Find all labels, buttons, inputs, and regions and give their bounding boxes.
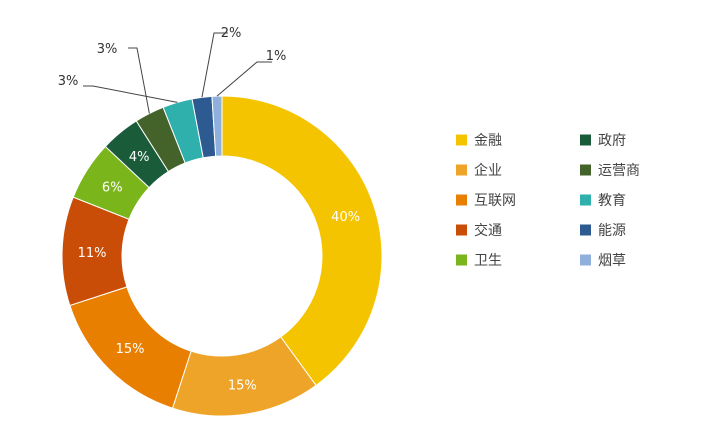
legend-label-互联网: 互联网 — [474, 193, 516, 209]
legend-swatch-交通 — [456, 224, 467, 236]
slice-金融 — [221, 95, 383, 387]
callout-label-能源: 2% — [221, 26, 242, 41]
leader-line-烟草 — [216, 61, 272, 97]
slice-label-卫生: 6% — [102, 180, 123, 195]
legend-swatch-企业 — [456, 164, 467, 176]
callout-label-运营商: 3% — [97, 42, 118, 57]
legend-label-运营商: 运营商 — [598, 163, 640, 179]
slice-labels: 40% 15% 15% 11% 6% 4% 3% 3% 2% 1% — [58, 26, 360, 393]
legend-swatch-卫生 — [456, 254, 467, 266]
legend-label-烟草: 烟草 — [598, 253, 626, 269]
callout-label-教育: 3% — [58, 74, 79, 89]
callout-label-烟草: 1% — [266, 49, 287, 64]
legend-label-能源: 能源 — [598, 223, 626, 239]
slice-label-交通: 11% — [78, 246, 107, 261]
slice-label-互联网: 15% — [116, 342, 145, 357]
donut-slices — [61, 95, 383, 417]
legend-label-金融: 金融 — [474, 133, 502, 149]
legend-label-卫生: 卫生 — [474, 253, 502, 269]
slice-label-政府: 4% — [129, 150, 150, 165]
slice-烟草 — [211, 95, 223, 157]
leader-line-运营商 — [128, 47, 150, 114]
legend-swatch-烟草 — [580, 254, 591, 266]
legend-swatch-运营商 — [580, 164, 591, 176]
legend-swatch-金融 — [456, 134, 467, 146]
callout-leader-lines — [83, 32, 272, 114]
legend-label-教育: 教育 — [598, 193, 626, 209]
legend-swatch-教育 — [580, 194, 591, 206]
legend-swatch-政府 — [580, 134, 591, 146]
legend-swatch-互联网 — [456, 194, 467, 206]
legend-label-企业: 企业 — [474, 162, 502, 179]
leader-line-能源 — [201, 32, 228, 98]
leader-line-教育 — [83, 85, 178, 103]
legend-label-交通: 交通 — [474, 222, 502, 239]
legend-swatch-能源 — [580, 224, 591, 236]
slice-label-企业: 15% — [228, 378, 257, 393]
slice-label-金融: 40% — [331, 210, 360, 225]
legend-label-政府: 政府 — [598, 133, 626, 149]
